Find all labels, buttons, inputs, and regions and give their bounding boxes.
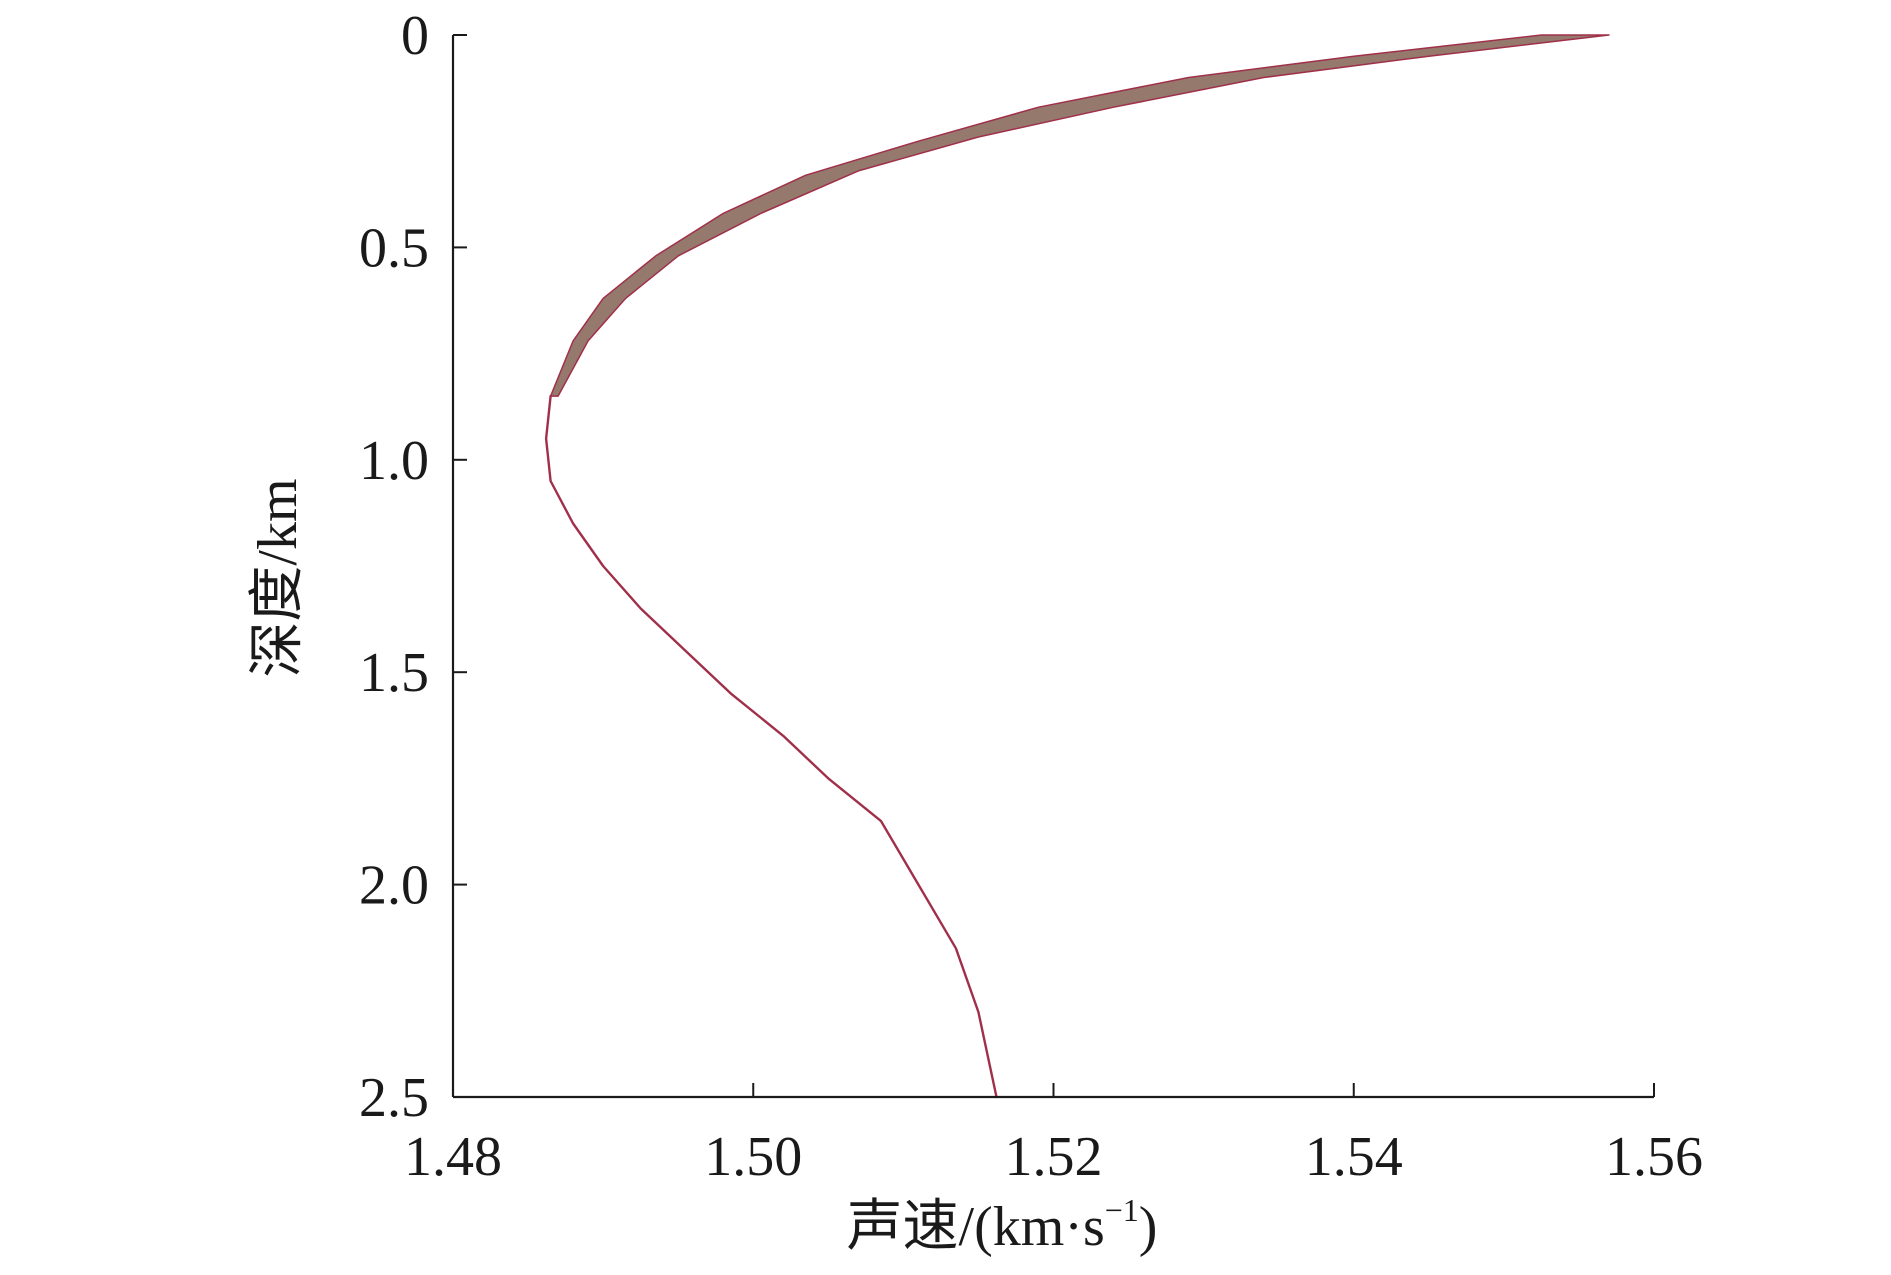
y-tick-label-4: 2.0: [359, 855, 429, 917]
x-ticks: 1.48 1.50 1.52 1.54 1.56: [404, 1083, 1703, 1188]
series-line-0: [544, 394, 998, 1099]
x-tick-label-0: 1.48: [404, 1126, 502, 1188]
x-axis-label-superscript: −1: [1105, 1192, 1139, 1228]
x-axis-label: 声速/(km·s−1): [847, 1192, 1158, 1258]
x-axis-label-close: ): [1139, 1196, 1158, 1258]
y-tick-label-1: 0.5: [359, 217, 429, 279]
y-tick-label-0: 0: [401, 5, 429, 67]
y-tick-label-3: 1.5: [359, 642, 429, 704]
sound-speed-ensemble-band: [549, 34, 1610, 397]
y-axis-label: 深度/km: [247, 478, 309, 677]
axes: [451, 35, 1654, 1099]
y-ticks: 0 0.5 1.0 1.5 2.0 2.5: [359, 5, 467, 1129]
x-axis-label-main: 声速/(km·s: [847, 1196, 1105, 1258]
ensemble-band-area: [549, 34, 1610, 397]
x-tick-label-1: 1.50: [704, 1126, 802, 1188]
x-tick-label-4: 1.56: [1605, 1126, 1703, 1188]
y-tick-label-5: 2.5: [359, 1067, 429, 1129]
x-tick-label-3: 1.54: [1305, 1126, 1403, 1188]
x-tick-label-2: 1.52: [1005, 1126, 1103, 1188]
y-tick-label-2: 1.0: [359, 430, 429, 492]
series-layer: [544, 394, 998, 1099]
